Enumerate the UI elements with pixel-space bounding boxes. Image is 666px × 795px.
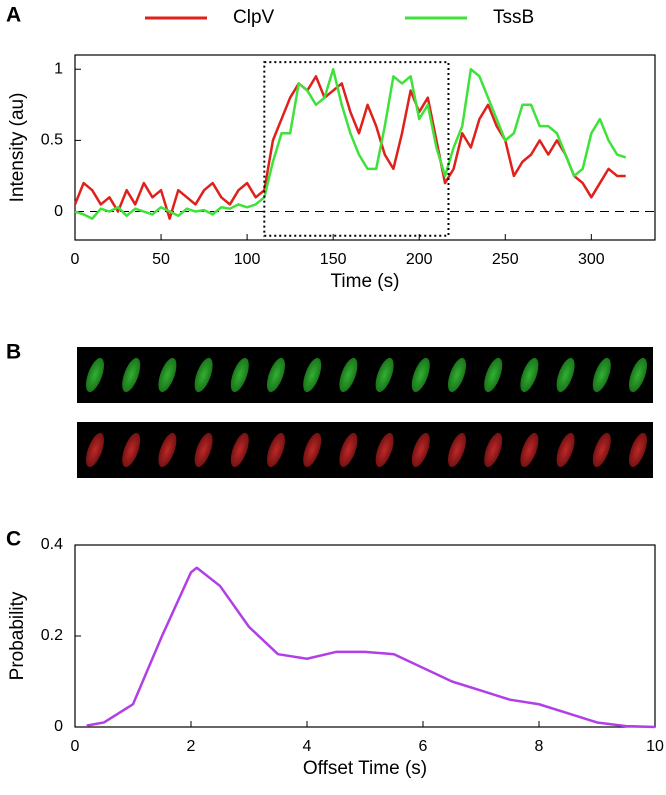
x-tick-label: 0 [71, 251, 80, 268]
y-tick-label: 0.5 [41, 132, 63, 149]
x-tick-label: 2 [187, 738, 196, 755]
x-tick-label: 150 [320, 251, 347, 268]
cell [194, 432, 213, 468]
x-axis-label: Offset Time (s) [303, 758, 427, 779]
cell [447, 432, 467, 468]
x-tick-label: 0 [71, 738, 80, 755]
image-strips [77, 347, 653, 478]
cell [85, 432, 105, 468]
cell [158, 357, 177, 393]
data-line [74, 67, 627, 220]
cell [447, 357, 467, 393]
y-axis-label: Probability [7, 591, 28, 680]
x-tick-label: 100 [234, 251, 261, 268]
cell [556, 357, 575, 393]
cell [230, 432, 249, 468]
cell [375, 357, 394, 393]
cell [628, 432, 648, 468]
data-line [86, 566, 656, 729]
y-tick-label: 1 [54, 60, 63, 77]
cell [520, 432, 539, 468]
x-tick-label: 50 [152, 251, 170, 268]
x-tick-label: 200 [406, 251, 433, 268]
cell [411, 432, 430, 468]
cell [266, 357, 286, 393]
cell [592, 357, 611, 393]
cell [303, 357, 322, 393]
plot-frame [74, 54, 656, 241]
cell [85, 357, 105, 393]
x-tick-label: 4 [303, 738, 312, 755]
y-tick-label: 0.2 [41, 627, 63, 644]
cell [122, 432, 141, 468]
legend-label: TssB [493, 7, 534, 28]
y-axis-label: Intensity (au) [7, 93, 28, 203]
cell [339, 357, 358, 393]
cell [411, 357, 430, 393]
y-tick-label: 0 [54, 203, 63, 220]
cell [484, 357, 503, 393]
cell [230, 357, 249, 393]
cell [592, 432, 611, 468]
legend-label: ClpV [233, 7, 275, 28]
panel-label: A [6, 4, 21, 27]
cell [266, 432, 286, 468]
panel-label: B [6, 341, 21, 364]
y-tick-label: 0.4 [41, 536, 63, 553]
cell [158, 432, 177, 468]
cell [520, 357, 539, 393]
cell [339, 432, 358, 468]
cell [556, 432, 575, 468]
x-tick-label: 300 [578, 251, 605, 268]
x-tick-label: 250 [492, 251, 519, 268]
cell [484, 432, 503, 468]
cell [628, 357, 648, 393]
cell [303, 432, 322, 468]
x-tick-label: 8 [535, 738, 544, 755]
data-line [73, 75, 626, 220]
y-tick-label: 0 [54, 718, 63, 735]
highlight-box [263, 61, 450, 237]
cell [122, 357, 141, 393]
x-axis-label: Time (s) [331, 271, 400, 292]
x-tick-label: 10 [646, 738, 664, 755]
x-tick-label: 6 [419, 738, 428, 755]
cell [194, 357, 213, 393]
panel-label: C [6, 528, 21, 551]
cell [375, 432, 394, 468]
